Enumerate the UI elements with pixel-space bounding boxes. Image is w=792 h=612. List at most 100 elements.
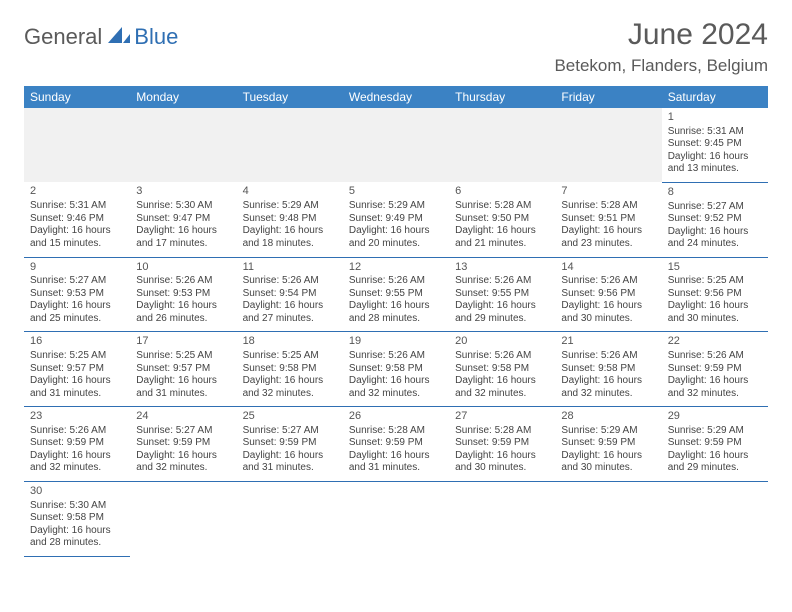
empty-cell: [237, 481, 343, 556]
sunrise-line: Sunrise: 5:26 AM: [668, 350, 762, 363]
daylight-line: Daylight: 16 hours and 30 minutes.: [668, 300, 762, 325]
sunrise-line: Sunrise: 5:29 AM: [561, 425, 655, 438]
day-cell: 22Sunrise: 5:26 AMSunset: 9:59 PMDayligh…: [662, 332, 768, 407]
sunset-line: Sunset: 9:57 PM: [30, 363, 124, 376]
day-number: 21: [561, 335, 655, 349]
sunrise-line: Sunrise: 5:26 AM: [349, 275, 443, 288]
sunset-line: Sunset: 9:59 PM: [349, 437, 443, 450]
calendar-row: 30Sunrise: 5:30 AMSunset: 9:58 PMDayligh…: [24, 481, 768, 556]
weekday-header: Saturday: [662, 86, 768, 108]
sunset-line: Sunset: 9:59 PM: [668, 363, 762, 376]
day-cell: 4Sunrise: 5:29 AMSunset: 9:48 PMDaylight…: [237, 182, 343, 257]
sunrise-line: Sunrise: 5:25 AM: [668, 275, 762, 288]
empty-cell: [130, 108, 236, 182]
daylight-line: Daylight: 16 hours and 31 minutes.: [243, 450, 337, 475]
empty-cell: [343, 108, 449, 182]
sunset-line: Sunset: 9:58 PM: [455, 363, 549, 376]
sunset-line: Sunset: 9:51 PM: [561, 213, 655, 226]
weekday-header: Thursday: [449, 86, 555, 108]
day-cell: 8Sunrise: 5:27 AMSunset: 9:52 PMDaylight…: [662, 182, 768, 257]
sunrise-line: Sunrise: 5:27 AM: [668, 201, 762, 214]
logo-text-blue: Blue: [134, 24, 178, 50]
calendar-header-row: SundayMondayTuesdayWednesdayThursdayFrid…: [24, 86, 768, 108]
day-cell: 12Sunrise: 5:26 AMSunset: 9:55 PMDayligh…: [343, 257, 449, 332]
day-number: 23: [30, 410, 124, 424]
sunset-line: Sunset: 9:50 PM: [455, 213, 549, 226]
daylight-line: Daylight: 16 hours and 20 minutes.: [349, 225, 443, 250]
day-cell: 5Sunrise: 5:29 AMSunset: 9:49 PMDaylight…: [343, 182, 449, 257]
sunrise-line: Sunrise: 5:25 AM: [136, 350, 230, 363]
day-cell: 2Sunrise: 5:31 AMSunset: 9:46 PMDaylight…: [24, 182, 130, 257]
sunrise-line: Sunrise: 5:29 AM: [243, 200, 337, 213]
daylight-line: Daylight: 16 hours and 30 minutes.: [561, 300, 655, 325]
daylight-line: Daylight: 16 hours and 31 minutes.: [349, 450, 443, 475]
day-number: 22: [668, 335, 762, 349]
day-number: 13: [455, 261, 549, 275]
daylight-line: Daylight: 16 hours and 26 minutes.: [136, 300, 230, 325]
sunrise-line: Sunrise: 5:26 AM: [243, 275, 337, 288]
sunrise-line: Sunrise: 5:26 AM: [30, 425, 124, 438]
daylight-line: Daylight: 16 hours and 32 minutes.: [136, 450, 230, 475]
day-cell: 19Sunrise: 5:26 AMSunset: 9:58 PMDayligh…: [343, 332, 449, 407]
empty-cell: [130, 481, 236, 556]
day-cell: 26Sunrise: 5:28 AMSunset: 9:59 PMDayligh…: [343, 407, 449, 482]
day-number: 27: [455, 410, 549, 424]
calendar-row: 1Sunrise: 5:31 AMSunset: 9:45 PMDaylight…: [24, 108, 768, 182]
daylight-line: Daylight: 16 hours and 18 minutes.: [243, 225, 337, 250]
sunrise-line: Sunrise: 5:26 AM: [561, 275, 655, 288]
day-cell: 6Sunrise: 5:28 AMSunset: 9:50 PMDaylight…: [449, 182, 555, 257]
empty-cell: [24, 108, 130, 182]
sunset-line: Sunset: 9:56 PM: [668, 288, 762, 301]
day-cell: 1Sunrise: 5:31 AMSunset: 9:45 PMDaylight…: [662, 108, 768, 182]
day-number: 5: [349, 185, 443, 199]
daylight-line: Daylight: 16 hours and 31 minutes.: [136, 375, 230, 400]
daylight-line: Daylight: 16 hours and 32 minutes.: [455, 375, 549, 400]
sunrise-line: Sunrise: 5:27 AM: [30, 275, 124, 288]
day-number: 16: [30, 335, 124, 349]
sunrise-line: Sunrise: 5:31 AM: [668, 126, 762, 139]
title-block: June 2024 Betekom, Flanders, Belgium: [554, 18, 768, 76]
sunrise-line: Sunrise: 5:30 AM: [136, 200, 230, 213]
day-number: 18: [243, 335, 337, 349]
day-number: 4: [243, 185, 337, 199]
day-cell: 21Sunrise: 5:26 AMSunset: 9:58 PMDayligh…: [555, 332, 661, 407]
sunrise-line: Sunrise: 5:26 AM: [455, 350, 549, 363]
day-number: 14: [561, 261, 655, 275]
sunset-line: Sunset: 9:59 PM: [30, 437, 124, 450]
day-cell: 27Sunrise: 5:28 AMSunset: 9:59 PMDayligh…: [449, 407, 555, 482]
day-cell: 23Sunrise: 5:26 AMSunset: 9:59 PMDayligh…: [24, 407, 130, 482]
sunset-line: Sunset: 9:55 PM: [455, 288, 549, 301]
daylight-line: Daylight: 16 hours and 32 minutes.: [349, 375, 443, 400]
sunset-line: Sunset: 9:52 PM: [668, 213, 762, 226]
sunrise-line: Sunrise: 5:31 AM: [30, 200, 124, 213]
empty-cell: [237, 108, 343, 182]
sunset-line: Sunset: 9:53 PM: [30, 288, 124, 301]
daylight-line: Daylight: 16 hours and 17 minutes.: [136, 225, 230, 250]
empty-cell: [449, 481, 555, 556]
sunrise-line: Sunrise: 5:29 AM: [668, 425, 762, 438]
daylight-line: Daylight: 16 hours and 25 minutes.: [30, 300, 124, 325]
sunset-line: Sunset: 9:45 PM: [668, 138, 762, 151]
day-cell: 13Sunrise: 5:26 AMSunset: 9:55 PMDayligh…: [449, 257, 555, 332]
daylight-line: Daylight: 16 hours and 13 minutes.: [668, 151, 762, 176]
sunset-line: Sunset: 9:58 PM: [30, 512, 124, 525]
day-number: 9: [30, 261, 124, 275]
sunrise-line: Sunrise: 5:28 AM: [349, 425, 443, 438]
sunset-line: Sunset: 9:58 PM: [349, 363, 443, 376]
sunset-line: Sunset: 9:53 PM: [136, 288, 230, 301]
empty-cell: [343, 481, 449, 556]
sunset-line: Sunset: 9:49 PM: [349, 213, 443, 226]
daylight-line: Daylight: 16 hours and 27 minutes.: [243, 300, 337, 325]
day-number: 29: [668, 410, 762, 424]
calendar-row: 9Sunrise: 5:27 AMSunset: 9:53 PMDaylight…: [24, 257, 768, 332]
day-number: 6: [455, 185, 549, 199]
daylight-line: Daylight: 16 hours and 30 minutes.: [455, 450, 549, 475]
weekday-header: Sunday: [24, 86, 130, 108]
sunrise-line: Sunrise: 5:30 AM: [30, 500, 124, 513]
sunrise-line: Sunrise: 5:27 AM: [243, 425, 337, 438]
sunrise-line: Sunrise: 5:25 AM: [30, 350, 124, 363]
day-number: 12: [349, 261, 443, 275]
daylight-line: Daylight: 16 hours and 29 minutes.: [668, 450, 762, 475]
calendar-row: 16Sunrise: 5:25 AMSunset: 9:57 PMDayligh…: [24, 332, 768, 407]
daylight-line: Daylight: 16 hours and 31 minutes.: [30, 375, 124, 400]
